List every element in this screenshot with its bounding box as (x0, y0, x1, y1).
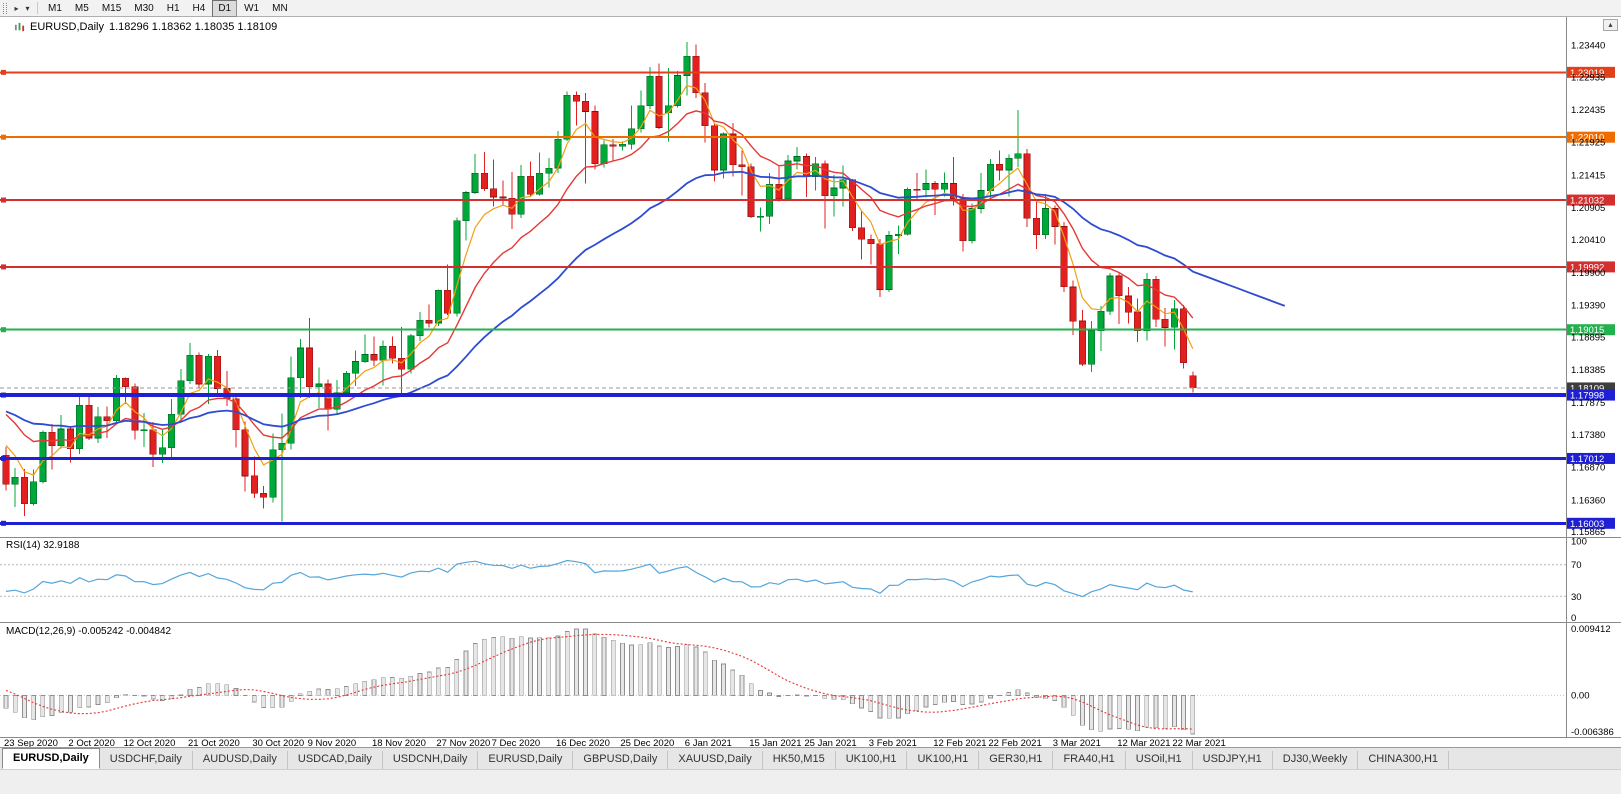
macd-tick-label: 0.009412 (1571, 624, 1611, 635)
chart-tab-uk100-h1[interactable]: UK100,H1 (836, 751, 908, 769)
price-tick-label: 1.23440 (1571, 40, 1605, 51)
chart-tab-ger30-h1[interactable]: GER30,H1 (979, 751, 1053, 769)
timeframe-button-m15[interactable]: M15 (96, 0, 127, 17)
macd-indicator-label: MACD(12,26,9) -0.005242 -0.004842 (6, 626, 171, 637)
chart-tab-hk50-m15[interactable]: HK50,M15 (763, 751, 836, 769)
chart-tab-usoil-h1[interactable]: USOil,H1 (1126, 751, 1193, 769)
line-anchor-handle (1, 393, 6, 398)
chart-tab-audusd-daily[interactable]: AUDUSD,Daily (193, 751, 288, 769)
price-tick-label: 1.21925 (1571, 138, 1605, 149)
scroll-up-icon[interactable]: ▲ (1603, 19, 1618, 31)
horizontal-line-1.19992[interactable]: 1.19992 (0, 261, 1615, 273)
timeframe-button-m5[interactable]: M5 (69, 0, 95, 17)
chart-tab-china300-h1[interactable]: CHINA300,H1 (1358, 751, 1449, 769)
line-anchor-handle (1, 70, 6, 75)
chart-symbol-period: EURUSD,Daily (30, 21, 104, 33)
rsi-indicator-label: RSI(14) 32.9188 (6, 540, 79, 551)
horizontal-line-1.23019[interactable]: 1.23019 (0, 67, 1615, 79)
rsi-tick-label: 70 (1571, 560, 1582, 571)
horizontal-line-1.17998[interactable]: 1.17998 (0, 390, 1615, 402)
line-anchor-handle (1, 327, 6, 332)
chart-shift-icon[interactable]: ▸ (11, 1, 22, 16)
price-tick-label: 1.18385 (1571, 365, 1605, 376)
line-anchor-handle (1, 198, 6, 203)
chart-title: EURUSD,Daily 1.18296 1.18362 1.18035 1.1… (14, 21, 277, 33)
rsi-tick-label: 0 (1571, 613, 1576, 624)
timeframe-button-mn[interactable]: MN (266, 0, 294, 17)
chart-tab-usdjpy-h1[interactable]: USDJPY,H1 (1193, 751, 1273, 769)
chart-ohlc-values: 1.18296 1.18362 1.18035 1.18109 (109, 21, 277, 33)
toolbar-separator (37, 2, 38, 14)
chart-tab-eurusd-daily[interactable]: EURUSD,Daily (2, 748, 100, 769)
timeframe-button-m1[interactable]: M1 (42, 0, 68, 17)
ma-slow-line (6, 172, 1285, 427)
timeframe-button-d1[interactable]: D1 (212, 0, 237, 17)
timeframe-button-h4[interactable]: H4 (187, 0, 212, 17)
price-tick-label: 1.22935 (1571, 73, 1605, 84)
price-tick-label: 1.22435 (1571, 105, 1605, 116)
macd-histogram (4, 629, 1195, 734)
price-axis: 1.23440 1.22935 1.22435 1.21925 1.21415 1.209… (1571, 40, 1605, 538)
auto-scroll-icon[interactable]: ▾ (22, 1, 33, 16)
price-tick-label: 1.16360 (1571, 495, 1605, 506)
chart-tab-usdcnh-daily[interactable]: USDCNH,Daily (383, 751, 479, 769)
timeframe-button-m30[interactable]: M30 (128, 0, 159, 17)
price-tick-label: 1.20410 (1571, 235, 1605, 246)
price-tick-label: 1.19390 (1571, 301, 1605, 312)
horizontal-line-1.21032[interactable]: 1.21032 (0, 195, 1615, 207)
line-anchor-handle (1, 135, 6, 140)
timeframe-button-h1[interactable]: H1 (161, 0, 186, 17)
rsi-tick-label: 30 (1571, 592, 1582, 603)
line-anchor-handle (1, 456, 6, 461)
chart-tab-gbpusd-daily[interactable]: GBPUSD,Daily (573, 751, 668, 769)
price-tick-label: 1.17875 (1571, 398, 1605, 409)
horizontal-line-1.22010[interactable]: 1.22010 (0, 132, 1615, 144)
macd-tick-label: -0.006386 (1571, 727, 1614, 738)
chart-tab-fra40-h1[interactable]: FRA40,H1 (1053, 751, 1125, 769)
candlestick-series (3, 42, 1196, 521)
chart-tab-dj30-weekly[interactable]: DJ30,Weekly (1273, 751, 1359, 769)
chart-tab-xauusd-daily[interactable]: XAUUSD,Daily (668, 751, 762, 769)
price-tick-label: 1.16870 (1571, 463, 1605, 474)
horizontal-line-1.16003[interactable]: 1.16003 (0, 518, 1615, 530)
timeframe-button-w1[interactable]: W1 (238, 0, 265, 17)
chart-type-icon (14, 22, 25, 33)
price-tick-label: 1.21415 (1571, 170, 1605, 181)
toolbar-grip[interactable] (3, 3, 7, 14)
price-tick-label: 1.20905 (1571, 203, 1605, 214)
price-tick-label: 1.17380 (1571, 430, 1605, 441)
rsi-tick-label: 100 (1571, 537, 1587, 548)
horizontal-line-1.19015[interactable]: 1.19015 (0, 324, 1615, 336)
price-tick-label: 1.18895 (1571, 332, 1605, 343)
status-bar (0, 769, 1621, 794)
price-tick-label: 1.19900 (1571, 268, 1605, 279)
chart-tab-uk100-h1[interactable]: UK100,H1 (907, 751, 979, 769)
macd-signal-line (6, 634, 1193, 729)
chart-tab-usdchf-daily[interactable]: USDCHF,Daily (100, 751, 193, 769)
line-anchor-handle (1, 521, 6, 526)
macd-tick-label: 0.00 (1571, 690, 1590, 701)
chart-tab-eurusd-daily[interactable]: EURUSD,Daily (478, 751, 573, 769)
line-anchor-handle (1, 264, 6, 269)
chart-tab-usdcad-daily[interactable]: USDCAD,Daily (288, 751, 383, 769)
rsi-line (6, 561, 1193, 597)
